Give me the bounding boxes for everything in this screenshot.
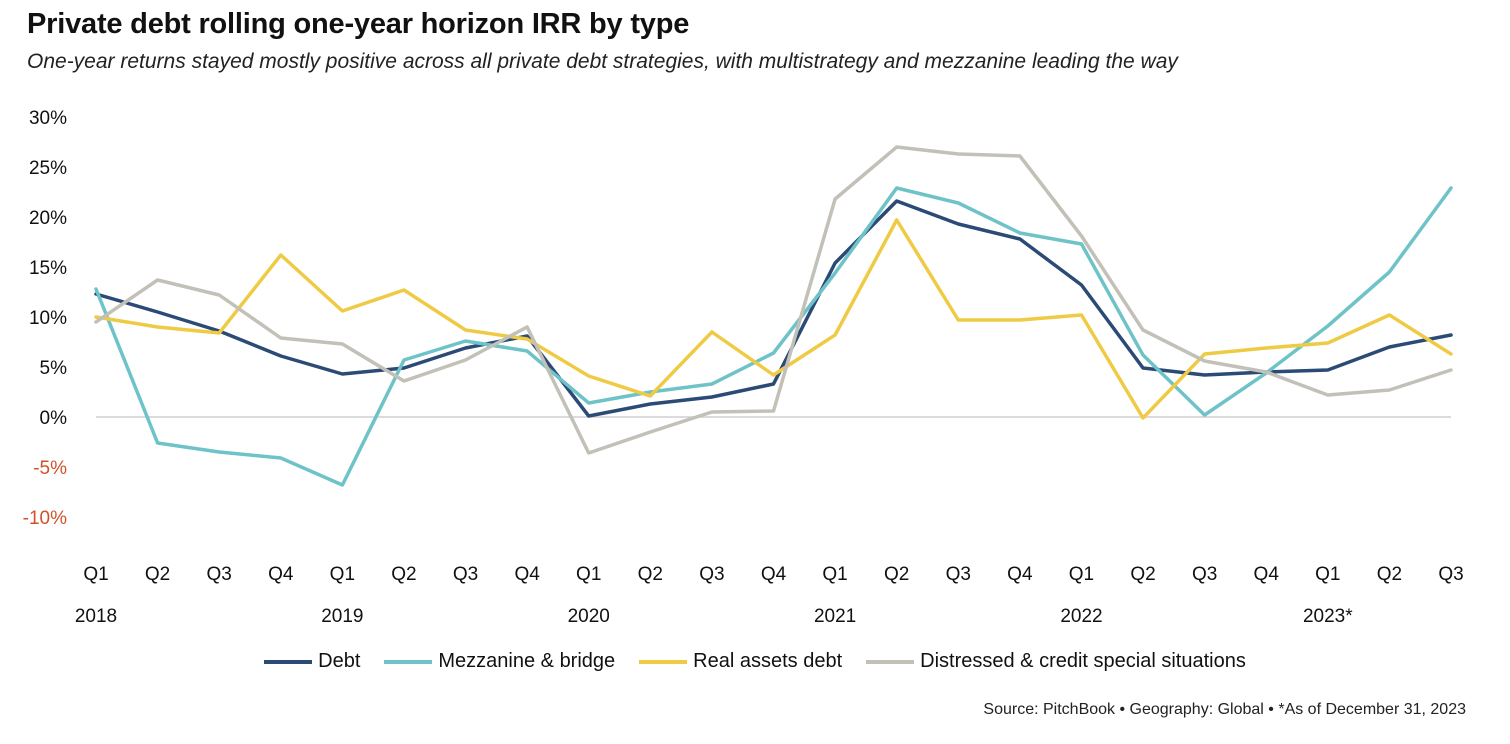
series-group [94, 145, 1453, 487]
source-note: Source: PitchBook • Geography: Global • … [983, 701, 1466, 718]
y-tick-label: 0% [40, 408, 68, 429]
legend-item: Debt [264, 650, 360, 673]
x-tick-label: Q3 [207, 564, 232, 585]
x-tick-label: Q3 [453, 564, 478, 585]
chart-subtitle: One-year returns stayed mostly positive … [27, 50, 1178, 73]
x-year-label: 2023* [1303, 606, 1353, 627]
x-tick-label: Q3 [1192, 564, 1217, 585]
x-tick-label: Q1 [1315, 564, 1340, 585]
x-year-label: 2018 [75, 606, 117, 627]
chart-title: Private debt rolling one-year horizon IR… [27, 8, 690, 40]
x-tick-label: Q2 [1377, 564, 1402, 585]
legend-label: Debt [318, 650, 361, 672]
y-tick-label: 20% [29, 208, 67, 229]
y-tick-label: -10% [23, 508, 67, 529]
y-tick-label: 25% [29, 158, 67, 179]
x-tick-label: Q4 [268, 564, 294, 585]
x-tick-label: Q2 [391, 564, 416, 585]
y-axis: 30% 25% 20% 15% 10% 5% 0% -5% -10% [23, 108, 67, 529]
legend-item: Real assets debt [639, 650, 842, 673]
x-tick-label: Q2 [638, 564, 663, 585]
x-tick-label: Q1 [576, 564, 601, 585]
legend-swatch [866, 659, 915, 664]
legend-swatch [639, 659, 688, 664]
x-tick-label: Q4 [514, 564, 540, 585]
x-tick-label: Q1 [330, 564, 355, 585]
y-tick-label: -5% [33, 458, 67, 479]
x-tick-label: Q2 [1130, 564, 1155, 585]
x-year-label: 2020 [568, 606, 610, 627]
x-tick-label: Q1 [83, 564, 108, 585]
x-tick-label: Q4 [1254, 564, 1280, 585]
legend-swatch [384, 659, 433, 664]
x-tick-label: Q3 [946, 564, 971, 585]
legend-item: Mezzanine & bridge [384, 650, 615, 673]
series-line-debt [94, 199, 1453, 418]
x-axis: Q1 Q2 Q3 Q4 Q1 Q2 Q3 Q4 Q1 Q2 Q3 Q4 Q1 Q2 Q3 Q4 Q1 Q2 Q3 Q4… [75, 564, 1464, 627]
line-chart: 30%25%20%15%10%5%0%-5%-10% Q1 Q2 Q3 Q4 Q1 Q2 Q… [23, 108, 1464, 627]
x-tick-label: Q3 [699, 564, 724, 585]
y-tick-label: 5% [40, 358, 68, 379]
series-line-distressed-credit-special-situations [94, 145, 1453, 455]
series-line-mezzanine-bridge [94, 186, 1453, 487]
legend-label: Distressed & credit special situations [920, 650, 1246, 672]
series-line-real-assets-debt [94, 218, 1453, 420]
y-tick-label: 30% [29, 108, 67, 129]
x-tick-label: Q1 [822, 564, 847, 585]
x-year-label: 2019 [321, 606, 363, 627]
x-tick-label: Q2 [145, 564, 170, 585]
legend-label: Mezzanine & bridge [438, 650, 616, 672]
x-year-label: 2022 [1060, 606, 1102, 627]
legend-label: Real assets debt [693, 650, 843, 672]
x-year-label: 2021 [814, 606, 856, 627]
y-tick-label: 10% [29, 308, 67, 329]
x-tick-label: Q4 [1007, 564, 1033, 585]
y-tick-label: 15% [29, 258, 67, 279]
legend-item: Distressed & credit special situations [866, 650, 1246, 673]
x-tick-label: Q4 [761, 564, 787, 585]
x-tick-label: Q1 [1069, 564, 1094, 585]
legend: Debt Mezzanine & bridge Real assets debt Di… [0, 650, 1510, 673]
x-tick-label: Q3 [1438, 564, 1463, 585]
legend-swatch [264, 659, 313, 664]
x-tick-label: Q2 [884, 564, 909, 585]
